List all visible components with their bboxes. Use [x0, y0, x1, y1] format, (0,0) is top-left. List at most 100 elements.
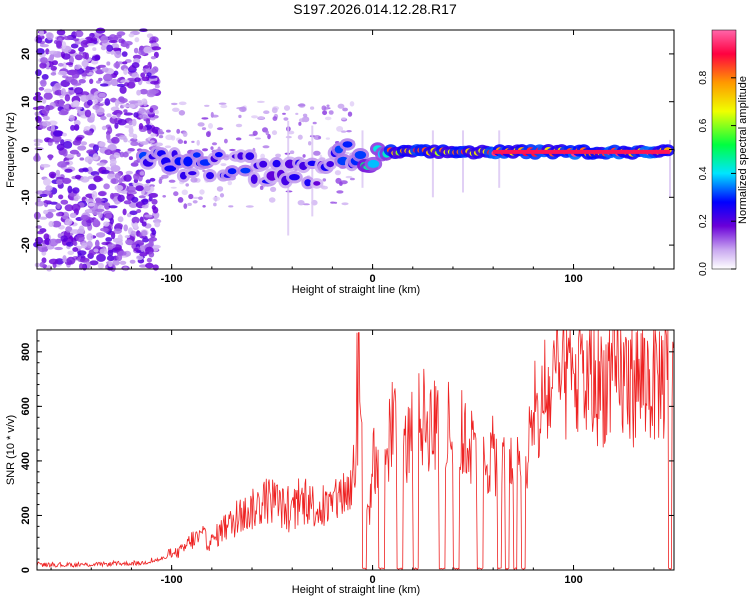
noise-blob	[192, 196, 200, 199]
noise-blob	[106, 132, 111, 141]
ridge-blob	[188, 171, 197, 176]
noise-blob	[145, 262, 154, 269]
noise-blob	[123, 137, 128, 143]
noise-blob	[113, 152, 121, 159]
noise-blob	[134, 37, 140, 43]
noise-blob	[48, 139, 55, 143]
ridge-core	[493, 149, 670, 154]
noise-blob	[61, 177, 72, 184]
noise-blob	[81, 242, 88, 249]
noise-blob	[95, 69, 104, 75]
noise-blob	[73, 197, 79, 202]
noise-blob	[330, 201, 336, 204]
noise-blob	[65, 62, 74, 66]
noise-blob	[83, 126, 91, 132]
noise-blob	[84, 156, 94, 163]
noise-blob	[144, 214, 153, 218]
ridge-blob	[206, 172, 214, 180]
noise-blob	[131, 196, 139, 203]
ridge-blob	[240, 167, 251, 174]
noise-blob	[252, 130, 258, 136]
noise-blob	[87, 99, 93, 106]
noise-blob	[80, 40, 90, 48]
noise-blob	[262, 145, 270, 149]
noise-blob	[206, 131, 211, 138]
noise-blob	[73, 38, 79, 42]
noise-blob	[57, 70, 68, 76]
noise-blob	[74, 54, 83, 61]
noise-blob	[229, 148, 236, 152]
noise-blob	[74, 106, 83, 110]
noise-blob	[129, 210, 138, 216]
noise-blob	[74, 87, 84, 95]
noise-blob	[114, 99, 120, 108]
noise-blob	[183, 140, 187, 144]
noise-blob	[139, 252, 148, 257]
noise-blob	[69, 212, 77, 218]
noise-blob	[143, 46, 153, 54]
noise-blob	[117, 250, 127, 256]
noise-blob	[138, 123, 144, 130]
noise-blob	[64, 94, 71, 102]
noise-blob	[58, 99, 65, 107]
noise-blob	[212, 196, 221, 202]
noise-blob	[50, 72, 57, 76]
noise-blob	[49, 201, 59, 205]
noise-blob	[128, 156, 133, 161]
noise-blob	[131, 62, 140, 69]
noise-blob	[86, 149, 96, 154]
noise-blob	[98, 77, 103, 82]
noise-blob	[98, 92, 106, 98]
noise-blob	[112, 260, 120, 266]
ridge-blob	[326, 161, 335, 168]
noise-blob	[143, 65, 150, 69]
noise-blob	[190, 177, 198, 183]
noise-blob	[126, 185, 136, 193]
colorbar: 0.0 0.2 0.4 0.6 0.8 Normalized spectral ampl…	[698, 29, 749, 276]
noise-blob	[96, 253, 106, 262]
noise-blob	[73, 241, 78, 247]
noise-blob	[227, 180, 233, 186]
noise-streak	[498, 130, 501, 188]
noise-blob	[218, 102, 227, 105]
noise-blob	[172, 107, 180, 113]
noise-blob	[62, 61, 67, 70]
noise-blob	[79, 263, 84, 270]
noise-blob	[77, 250, 87, 256]
noise-blob	[204, 104, 210, 107]
noise-blob	[95, 239, 100, 248]
noise-blob	[342, 107, 348, 112]
noise-blob	[151, 205, 157, 210]
noise-blob	[119, 151, 125, 158]
noise-blob	[32, 95, 43, 102]
noise-blob	[41, 97, 47, 104]
noise-blob	[69, 56, 74, 65]
noise-blob	[256, 100, 265, 103]
noise-blob	[111, 136, 120, 144]
noise-blob	[111, 47, 122, 51]
noise-blob	[216, 127, 224, 131]
noise-blob	[84, 109, 92, 118]
noise-blob	[106, 61, 111, 66]
noise-blob	[149, 107, 154, 113]
noise-blob	[98, 141, 106, 147]
y-tick-label: 400	[20, 452, 32, 470]
noise-blob	[120, 79, 130, 84]
noise-blob	[219, 193, 225, 198]
noise-blob	[63, 141, 73, 149]
noise-blob	[124, 82, 130, 87]
noise-blob	[67, 250, 74, 255]
spectrogram-ridge-layer	[135, 138, 675, 190]
noise-blob	[39, 44, 50, 48]
ridge-blob	[313, 181, 321, 186]
noise-blob	[334, 201, 338, 204]
noise-blob	[150, 56, 157, 60]
noise-blob	[74, 65, 81, 70]
noise-blob	[340, 130, 347, 133]
noise-blob	[56, 202, 61, 210]
noise-blob	[345, 175, 353, 179]
noise-blob	[104, 149, 113, 156]
noise-blob	[191, 140, 195, 143]
noise-blob	[87, 202, 95, 207]
noise-blob	[61, 53, 71, 60]
